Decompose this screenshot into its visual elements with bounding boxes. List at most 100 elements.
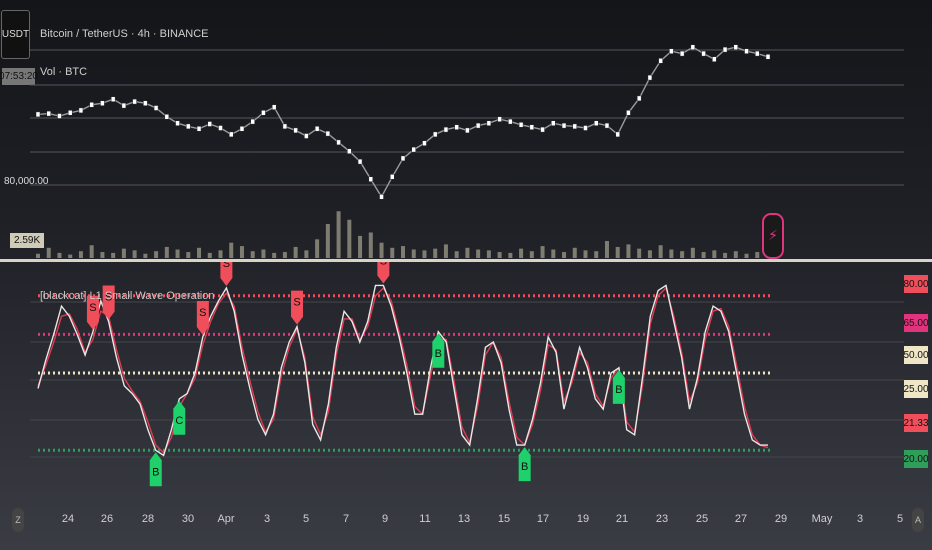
svg-text:B: B xyxy=(521,461,528,473)
price-candle xyxy=(669,48,674,54)
volume-bar xyxy=(154,251,159,258)
oscillator-line xyxy=(37,286,769,454)
time-axis-label: 5 xyxy=(896,513,904,525)
price-candle xyxy=(422,140,427,146)
price-candle xyxy=(432,131,438,138)
price-candle xyxy=(647,74,653,81)
svg-text:B: B xyxy=(152,466,159,478)
price-candle xyxy=(572,123,578,130)
time-axis-label: 26 xyxy=(100,513,114,525)
volume-bar xyxy=(454,251,459,258)
svg-text:B: B xyxy=(435,348,442,360)
volume-bar xyxy=(239,246,244,258)
price-axis-label: 80,000.00 xyxy=(4,176,49,187)
volume-bar xyxy=(519,248,524,258)
level-badge: 20.00 xyxy=(903,450,929,468)
price-candle xyxy=(475,122,481,129)
volume-bar xyxy=(486,250,491,258)
volume-bar xyxy=(401,246,405,258)
volume-bar xyxy=(315,239,320,258)
volume-bar xyxy=(229,242,234,258)
price-candle xyxy=(357,158,363,165)
price-candle xyxy=(35,111,41,118)
price-candle xyxy=(400,155,406,162)
buy-signal: B xyxy=(149,452,162,487)
volume-bar xyxy=(680,251,685,258)
time-axis-label: 3 xyxy=(856,513,864,525)
time-axis-label: 30 xyxy=(181,513,195,525)
svg-text:C: C xyxy=(175,415,183,427)
buy-signal: C xyxy=(173,400,186,435)
volume-bar xyxy=(379,242,384,258)
volume-bar xyxy=(411,249,416,258)
volume-bar xyxy=(637,248,642,258)
volume-bar xyxy=(132,250,137,258)
price-candle xyxy=(658,58,663,64)
price-candle xyxy=(765,54,771,60)
price-candle xyxy=(57,113,62,119)
price-candle xyxy=(89,102,94,108)
price-candle xyxy=(722,46,728,53)
volume-bar xyxy=(390,247,395,258)
price-candle xyxy=(465,127,470,134)
price-candle xyxy=(712,56,717,62)
time-axis-label: 7 xyxy=(342,513,350,525)
price-candle xyxy=(604,122,610,129)
price-candle xyxy=(593,120,599,126)
svg-text:S: S xyxy=(293,297,300,309)
volume-badge: 2.59K xyxy=(10,233,45,248)
right-nav-icon[interactable]: A xyxy=(912,508,924,532)
price-candle xyxy=(100,100,105,106)
sell-signal: S xyxy=(377,262,390,284)
volume-bar xyxy=(358,235,363,258)
price-candle xyxy=(143,100,148,106)
time-axis-label: Apr xyxy=(217,513,235,525)
level-badge: 65.00 xyxy=(903,314,929,332)
svg-text:S: S xyxy=(223,262,230,270)
volume-bar xyxy=(562,252,567,258)
level-badge: 80.00 xyxy=(903,275,929,293)
volume-bar xyxy=(497,252,502,258)
volume-bar xyxy=(690,247,695,258)
price-candle xyxy=(744,48,749,54)
price-candle xyxy=(518,122,524,128)
price-candle xyxy=(690,44,696,50)
price-candle xyxy=(379,194,384,200)
volume-bar xyxy=(207,252,212,258)
price-candle xyxy=(282,123,288,130)
volume-bar xyxy=(422,250,427,258)
symbol-button[interactable]: USDT xyxy=(1,10,30,59)
left-nav-icon[interactable]: Z xyxy=(12,508,24,532)
volume-bar xyxy=(572,247,577,258)
price-candle xyxy=(733,44,739,50)
volume-bar xyxy=(336,211,341,258)
time-tag: 07:53:20 xyxy=(0,68,38,85)
price-pane[interactable] xyxy=(0,0,932,259)
price-candle xyxy=(583,125,588,131)
volume-bar xyxy=(615,246,620,258)
price-candle xyxy=(67,110,73,116)
volume-bar xyxy=(325,224,330,258)
price-candle xyxy=(196,126,202,132)
price-candle xyxy=(250,118,255,125)
price-candle xyxy=(304,133,309,139)
volume-bar xyxy=(250,251,255,258)
price-candle xyxy=(443,126,449,133)
price-candle xyxy=(551,120,556,126)
volume-bar xyxy=(143,253,148,258)
level-badge: 21.33 xyxy=(903,414,929,432)
pane-separator[interactable] xyxy=(0,259,932,262)
price-line xyxy=(37,46,769,199)
price-candle xyxy=(175,120,180,126)
oscillator-pane[interactable]: SSBCSSSSBBB xyxy=(0,262,932,502)
volume-bar xyxy=(36,253,40,258)
oscillator-line xyxy=(37,284,768,457)
volume-bar xyxy=(175,249,180,258)
price-candle xyxy=(325,130,331,137)
time-axis-label: 11 xyxy=(419,513,431,525)
volume-bar xyxy=(111,252,116,258)
volume-bar xyxy=(121,248,126,258)
svg-text:S: S xyxy=(89,302,96,314)
price-candle xyxy=(540,126,545,133)
price-candle xyxy=(636,95,642,102)
